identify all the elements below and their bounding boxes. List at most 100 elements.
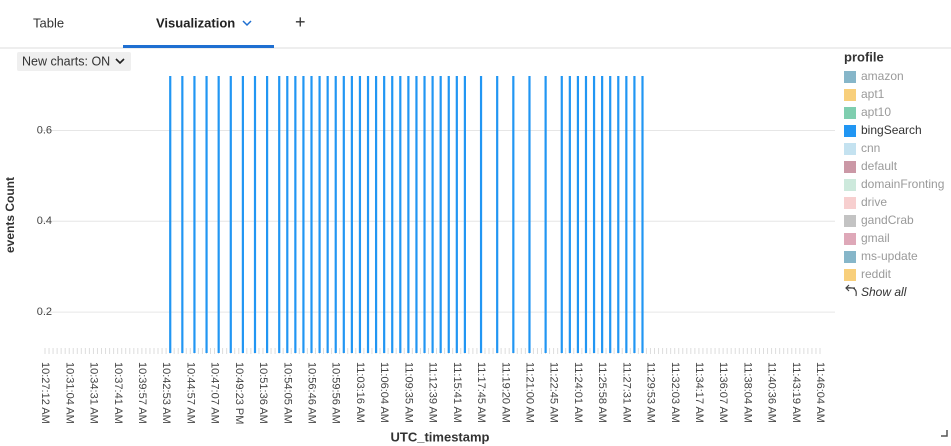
x-tick-label: 11:27:31 AM: [620, 362, 632, 423]
legend-label[interactable]: drive: [861, 195, 887, 209]
legend-swatch[interactable]: [844, 233, 856, 245]
tab[interactable]: Table: [33, 15, 64, 30]
show-all[interactable]: Show all: [861, 285, 907, 299]
x-tick-label: 11:12:39 AM: [427, 362, 439, 423]
x-tick-label: 11:36:07 AM: [717, 362, 729, 423]
bar: [229, 76, 232, 353]
bar: [592, 76, 596, 353]
x-axis-title: UTC_timestamp: [391, 429, 490, 444]
tab-active[interactable]: Visualization: [156, 15, 235, 30]
legend-label[interactable]: apt1: [861, 87, 885, 101]
show-all-icon[interactable]: [845, 284, 857, 297]
x-tick-label: 10:42:53 AM: [160, 362, 172, 424]
bar: [423, 76, 426, 353]
bar: [609, 76, 612, 353]
legend-swatch[interactable]: [844, 71, 856, 83]
bar: [342, 76, 345, 353]
y-tick-label: 0.6: [37, 124, 52, 136]
y-axis-title: events Count: [3, 177, 17, 253]
legend-title: profile: [844, 49, 884, 64]
bar: [544, 76, 547, 353]
x-tick-label: 11:06:04 AM: [378, 362, 390, 423]
legend-label[interactable]: gandCrab: [861, 213, 914, 227]
legend-label[interactable]: default: [861, 159, 898, 173]
legend-swatch[interactable]: [844, 197, 856, 209]
x-tick-label: 11:09:35 AM: [402, 362, 414, 423]
legend-label[interactable]: amazon: [861, 69, 904, 83]
legend-swatch[interactable]: [844, 161, 856, 173]
bar: [278, 76, 281, 353]
bar: [576, 76, 580, 353]
x-tick-label: 10:59:56 AM: [330, 362, 342, 424]
x-tick-label: 11:38:04 AM: [741, 362, 753, 423]
legend-swatch[interactable]: [844, 143, 856, 155]
legend-swatch[interactable]: [844, 125, 856, 137]
bar: [193, 76, 196, 353]
resize-handle[interactable]: [941, 430, 948, 437]
bar: [374, 76, 378, 353]
bar: [294, 76, 297, 353]
bar: [496, 76, 499, 353]
x-tick-label: 10:34:31 AM: [88, 362, 100, 424]
bar: [528, 76, 531, 353]
legend-label[interactable]: reddit: [861, 267, 892, 281]
bar: [415, 76, 418, 353]
toggle-label[interactable]: New charts: ON: [22, 54, 110, 68]
x-tick-label: 11:40:36 AM: [766, 362, 778, 423]
x-tick-label: 11:25:58 AM: [596, 362, 608, 423]
x-tick-label: 10:54:05 AM: [281, 362, 293, 424]
legend-label[interactable]: gmail: [861, 231, 890, 245]
tab-underline: [123, 45, 274, 48]
x-tick-label: 10:44:57 AM: [184, 362, 196, 424]
bar: [358, 76, 362, 353]
bar: [181, 76, 184, 353]
legend-label[interactable]: apt10: [861, 105, 891, 119]
bar: [169, 76, 172, 353]
bar: [318, 76, 321, 353]
bar: [512, 76, 515, 353]
x-tick-label: 10:37:41 AM: [112, 362, 124, 424]
bar: [383, 76, 386, 353]
legend-swatch[interactable]: [844, 107, 856, 119]
bar: [625, 76, 628, 353]
bar: [399, 76, 402, 353]
bar: [568, 76, 571, 353]
tab-chevron[interactable]: [242, 20, 252, 27]
bar: [366, 76, 370, 353]
toggle-chevron[interactable]: [115, 58, 125, 65]
legend-swatch[interactable]: [844, 179, 856, 191]
bar: [601, 76, 604, 353]
legend-swatch[interactable]: [844, 269, 856, 281]
x-tick-label: 11:29:53 AM: [645, 362, 657, 423]
bar: [617, 76, 620, 353]
legend-swatch[interactable]: [844, 215, 856, 227]
x-tick-label: 10:56:46 AM: [306, 362, 318, 424]
x-tick-label: 11:46:04 AM: [814, 362, 826, 423]
bar: [266, 76, 269, 353]
bar: [455, 76, 458, 353]
legend-label[interactable]: cnn: [861, 141, 880, 155]
x-tick-label: 11:21:00 AM: [523, 362, 535, 423]
x-tick-label: 11:34:17 AM: [693, 362, 705, 423]
bar: [584, 76, 588, 353]
legend-label[interactable]: ms-update: [861, 249, 918, 263]
legend-swatch[interactable]: [844, 251, 856, 263]
bar: [633, 76, 636, 353]
bar: [350, 76, 353, 353]
legend-label[interactable]: bingSearch: [861, 123, 922, 137]
bar: [241, 76, 244, 353]
bar: [253, 76, 257, 353]
bar: [326, 76, 329, 353]
toggle-box[interactable]: [17, 52, 131, 71]
bar: [286, 76, 289, 353]
bar: [407, 76, 410, 353]
x-tick-label: 11:03:16 AM: [354, 362, 366, 423]
bar: [334, 76, 337, 353]
x-tick-label: 10:49:23 PM: [233, 362, 245, 424]
legend-swatch[interactable]: [844, 89, 856, 101]
x-tick-label: 10:27:12 AM: [39, 362, 51, 424]
add-tab[interactable]: +: [295, 12, 306, 32]
legend-label[interactable]: domainFronting: [861, 177, 944, 191]
x-tick-label: 11:22:45 AM: [548, 362, 560, 423]
